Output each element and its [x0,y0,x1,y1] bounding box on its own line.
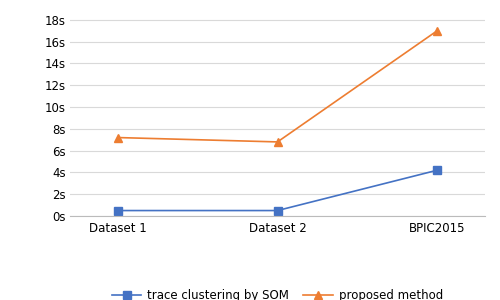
proposed method [115,136,121,140]
trace clustering by SOM [115,209,121,212]
trace clustering by SOM [434,168,440,172]
trace clustering by SOM [274,209,280,212]
proposed method [434,29,440,33]
Line: trace clustering by SOM: trace clustering by SOM [114,166,442,215]
proposed method [274,140,280,144]
Legend: trace clustering by SOM, proposed method: trace clustering by SOM, proposed method [107,284,448,300]
Line: proposed method: proposed method [114,27,442,146]
